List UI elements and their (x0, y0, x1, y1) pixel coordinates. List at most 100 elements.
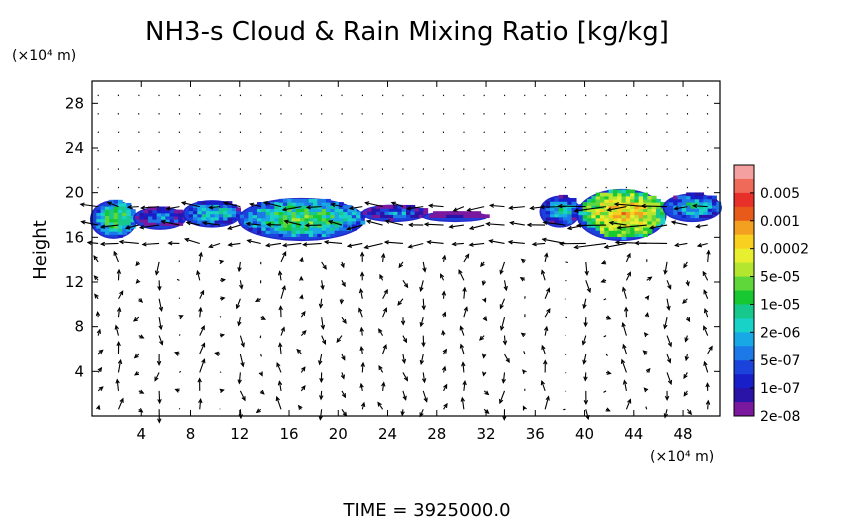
cloud-cell (458, 214, 464, 219)
cloud-cell (617, 198, 623, 203)
wind-vector (336, 335, 343, 343)
cloud-cell (604, 214, 610, 219)
cloud-cell (117, 218, 123, 223)
cloud-cell (612, 198, 618, 203)
cloud-cell (612, 230, 618, 234)
cloud-cell (463, 211, 469, 215)
cloud-cell (563, 213, 568, 218)
cloud-cell (587, 208, 592, 213)
cloud-cell (201, 219, 207, 224)
cloud-cell (205, 216, 211, 221)
wind-arrowhead (98, 386, 104, 391)
cloud-cell (269, 217, 275, 222)
cloud-cell (248, 227, 254, 231)
colorbar-swatch (734, 234, 754, 250)
cloud-cell (550, 201, 555, 205)
cloud-cell (681, 198, 687, 203)
cloud-cell (634, 208, 640, 213)
cloud-cell (347, 211, 353, 216)
cloud-cell (454, 214, 460, 219)
wind-vector (307, 206, 322, 208)
wind-vector (502, 372, 506, 383)
wind-arrowhead (508, 205, 514, 210)
cloud-cell (269, 214, 275, 219)
wind-vector (605, 353, 608, 356)
cloud-cell (677, 198, 683, 203)
cloud-cell (634, 198, 640, 203)
wind-arrowhead (448, 224, 454, 229)
cloud-cell (338, 208, 344, 213)
cloud-cell (362, 211, 368, 215)
cloud-cell (393, 208, 398, 212)
wind-vector (239, 280, 243, 289)
wind-arrowhead (644, 295, 650, 301)
wind-vector (489, 240, 505, 245)
cloud-cell (647, 230, 653, 234)
cloud-cell (711, 208, 717, 212)
wind-vector (693, 205, 708, 208)
cloud-cell (261, 220, 267, 225)
cloud-cell (388, 217, 394, 222)
wind-arrowhead (299, 275, 304, 281)
cloud-cell (330, 223, 336, 228)
cloud-cell (643, 211, 648, 216)
chart-title: NH3-s Cloud & Rain Mixing Ratio [kg/kg] (145, 17, 669, 47)
cloud-cell (304, 211, 310, 216)
x-tick-label: 20 (329, 425, 348, 443)
cloud-cell (325, 223, 331, 228)
cloud-cell (321, 223, 327, 228)
wind-vector (420, 317, 424, 327)
cloud-cell (699, 195, 704, 200)
cloud-cell (621, 208, 627, 213)
cloud-cell (231, 207, 237, 212)
wind-vector (219, 316, 222, 318)
cloud-cell (265, 230, 271, 234)
cloud-cell (269, 227, 275, 231)
wind-arrowhead (482, 371, 487, 377)
cloud-cell (192, 207, 198, 212)
wind-vector (199, 325, 205, 336)
wind-arrowhead (301, 310, 306, 316)
wind-arrowhead (139, 334, 145, 339)
cloud-cell (257, 230, 262, 234)
wind-arrowhead (390, 201, 396, 206)
wind-arrowhead (484, 390, 490, 396)
cloud-cell (334, 217, 340, 222)
wind-vector (176, 278, 180, 281)
cloud-cell (423, 211, 429, 215)
cloud-cell (278, 205, 284, 209)
wind-arrowhead (260, 315, 267, 320)
wind-vector (523, 351, 526, 355)
cloud-cell (651, 214, 657, 219)
wind-arrowhead (281, 207, 287, 212)
wind-arrowhead (426, 239, 432, 245)
cloud-cell (126, 218, 132, 223)
cloud-cell (677, 211, 683, 215)
x-unit-label: (×10⁴ m) (650, 449, 714, 465)
cloud-cell (248, 223, 254, 228)
cloud-cell (384, 211, 390, 215)
cloud-cell (308, 233, 314, 238)
y-tick-label: 12 (65, 273, 84, 291)
cloud-cell (604, 192, 610, 197)
cloud-cell (223, 216, 229, 221)
wind-vector (266, 242, 282, 247)
wind-arrowhead (582, 359, 587, 365)
wind-vector (280, 327, 285, 336)
colorbar-swatch (734, 304, 754, 319)
wind-arrowhead (227, 242, 233, 247)
cloud-cell (634, 227, 640, 231)
cloud-cell (321, 208, 327, 213)
cloud-cell (591, 220, 597, 225)
cloud-cell (681, 214, 687, 219)
wind-arrowhead (237, 321, 242, 327)
wind-vector (209, 206, 221, 209)
cloud-cell (192, 210, 198, 215)
wind-arrowhead (340, 374, 346, 380)
wind-arrowhead (608, 220, 614, 226)
wind-arrowhead (685, 281, 690, 287)
cloud-cell (554, 201, 560, 205)
cloud-cell (587, 211, 592, 216)
colorbar-label: 2e-08 (760, 409, 800, 425)
wind-arrowhead (667, 342, 672, 348)
